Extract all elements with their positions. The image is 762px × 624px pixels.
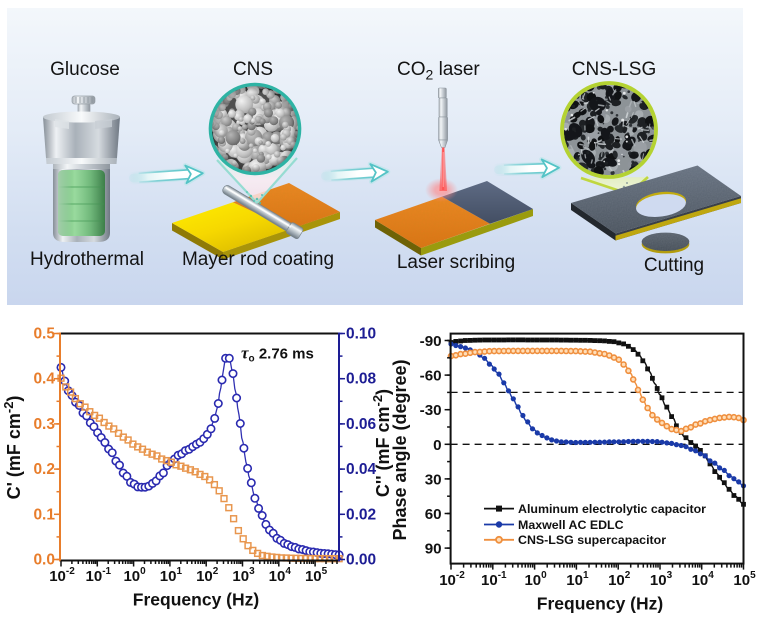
svg-text:105: 105 [733,570,756,589]
svg-text:101: 101 [160,566,183,585]
svg-text:0: 0 [433,437,441,454]
svg-text:C' (mF cm-2): C' (mF cm-2) [1,396,24,500]
svg-text:C'' (mF cm-2): C'' (mF cm-2) [370,389,393,497]
svg-text:102: 102 [608,570,631,589]
svg-text:Hydrothermal: Hydrothermal [30,249,144,270]
svg-text:0.10: 0.10 [346,326,376,343]
svg-text:0.06: 0.06 [346,416,377,433]
svg-text:105: 105 [305,566,328,585]
svg-text:Phase angle (degree): Phase angle (degree) [390,359,410,540]
svg-text:0.1: 0.1 [33,506,55,523]
svg-text:90: 90 [425,541,442,558]
svg-text:0.04: 0.04 [346,461,377,478]
svg-text:60: 60 [425,506,442,523]
svg-text:10-2: 10-2 [439,570,465,589]
svg-text:100: 100 [123,566,146,585]
svg-text:0.00: 0.00 [346,552,376,569]
svg-text:CNS: CNS [233,59,273,80]
svg-text:CNS-LSG: CNS-LSG [572,59,656,80]
svg-text:103: 103 [650,570,673,589]
svg-text:-30: -30 [420,402,442,419]
svg-text:τo 2.76 ms: τo 2.76 ms [241,344,314,365]
svg-text:Mayer rod coating: Mayer rod coating [182,249,334,270]
svg-text:CO2 laser: CO2 laser [397,59,480,83]
svg-text:Glucose: Glucose [50,59,120,80]
svg-text:Maxwell AC EDLC: Maxwell AC EDLC [518,518,624,532]
svg-text:101: 101 [566,570,589,589]
svg-text:0.5: 0.5 [33,326,55,343]
svg-text:Cutting: Cutting [644,255,704,276]
svg-text:104: 104 [269,566,292,585]
svg-text:10-1: 10-1 [86,566,112,585]
svg-text:103: 103 [232,566,255,585]
svg-text:0.02: 0.02 [346,506,376,523]
svg-text:102: 102 [196,566,219,585]
svg-text:0.3: 0.3 [33,416,55,433]
svg-text:Frequency (Hz): Frequency (Hz) [133,590,259,610]
svg-text:10-1: 10-1 [481,570,507,589]
svg-text:0.0: 0.0 [33,552,55,569]
svg-text:Aluminum electrolytic capacito: Aluminum electrolytic capacitor [518,502,706,516]
svg-text:-60: -60 [420,368,442,385]
svg-text:0.2: 0.2 [33,461,55,478]
svg-text:Frequency (Hz): Frequency (Hz) [537,594,663,614]
svg-text:104: 104 [692,570,715,589]
svg-text:Laser scribing: Laser scribing [397,252,515,273]
svg-text:CNS-LSG supercapacitor: CNS-LSG supercapacitor [518,533,666,547]
svg-text:100: 100 [524,570,547,589]
svg-text:30: 30 [425,471,442,488]
svg-text:10-2: 10-2 [49,566,75,585]
svg-text:0.4: 0.4 [33,371,55,388]
svg-text:-90: -90 [420,333,442,350]
svg-text:0.08: 0.08 [346,371,377,388]
